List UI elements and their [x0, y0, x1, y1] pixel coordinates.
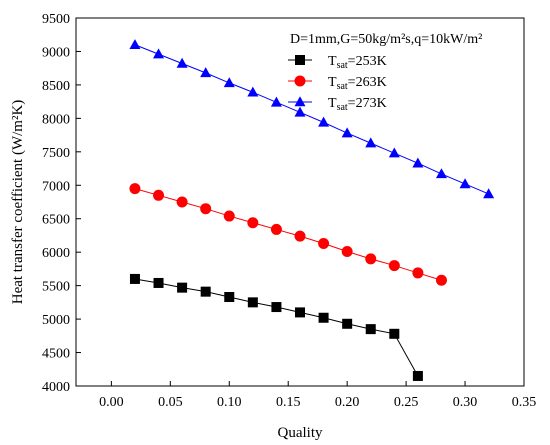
series-layer [129, 39, 495, 381]
legend-marker [294, 96, 306, 107]
data-point [153, 277, 164, 288]
data-point [412, 370, 423, 381]
data-point [223, 210, 235, 222]
x-tick-label: 0.25 [394, 395, 419, 410]
data-point [223, 77, 235, 88]
legend: Tsat=253K Tsat=263K Tsat=273K [288, 54, 387, 113]
y-tick-label: 9000 [42, 45, 70, 60]
data-point [388, 260, 400, 272]
data-point [318, 116, 330, 127]
data-point [200, 67, 212, 78]
data-point [294, 230, 306, 242]
series-line-3 [134, 44, 489, 195]
legend-label: Tsat=253K [328, 54, 387, 71]
y-tick-label: 9500 [42, 12, 70, 27]
data-point [412, 267, 424, 279]
y-tick-label: 7500 [42, 146, 70, 161]
data-point [129, 183, 141, 195]
data-point [342, 318, 353, 329]
data-point [247, 297, 258, 308]
data-point [459, 178, 471, 189]
x-tick-label: 0.00 [99, 395, 124, 410]
x-tick-label: 0.05 [158, 395, 183, 410]
data-point [388, 147, 400, 158]
legend-label: Tsat=273K [328, 96, 387, 113]
data-point [153, 189, 165, 201]
x-tick-label: 0.20 [335, 395, 360, 410]
x-axis: 0.00 0.05 0.10 0.15 0.20 0.25 0.30 0.35 [99, 381, 536, 410]
data-point [341, 246, 353, 258]
data-point [129, 273, 140, 284]
data-point [318, 237, 330, 249]
y-axis: 4000 4500 5000 5500 6000 6500 7000 7500 8000 8500… [42, 12, 81, 395]
data-point [365, 253, 377, 265]
data-point [412, 157, 424, 168]
data-point [176, 57, 188, 68]
x-tick-label: 0.10 [217, 395, 242, 410]
data-point [318, 312, 329, 323]
data-point [176, 196, 188, 208]
data-point [153, 48, 165, 59]
data-point [294, 106, 306, 117]
data-point [270, 223, 282, 235]
data-point [295, 307, 305, 318]
chart-annotation: D=1mm,G=50kg/m²s,q=10kW/m² [290, 32, 482, 47]
x-tick-label: 0.30 [453, 395, 478, 410]
data-point [435, 168, 447, 179]
data-point [483, 188, 495, 199]
data-point [177, 282, 188, 293]
x-axis-title: Quality [278, 425, 323, 441]
y-tick-label: 7000 [42, 179, 70, 194]
y-tick-label: 6000 [42, 246, 70, 261]
y-tick-label: 6500 [42, 213, 70, 228]
data-point [365, 324, 376, 335]
data-point [129, 39, 141, 50]
x-tick-label: 0.15 [276, 395, 301, 410]
data-point [224, 292, 235, 303]
data-point [341, 127, 353, 138]
data-point [271, 302, 282, 313]
y-tick-label: 5500 [42, 280, 70, 295]
y-tick-label: 8500 [42, 79, 70, 94]
y-tick-label: 8000 [42, 112, 70, 127]
y-tick-label: 4000 [42, 380, 70, 395]
data-point [200, 203, 212, 215]
data-point [435, 274, 447, 286]
data-point [200, 286, 211, 297]
y-tick-label: 5000 [42, 313, 70, 328]
data-point [247, 217, 259, 229]
y-axis-title: Heat transfer coefficient (W/m²K) [10, 100, 26, 305]
data-point [389, 328, 400, 339]
plot-frame [75, 17, 525, 387]
legend-label: Tsat=263K [328, 75, 387, 92]
data-point [247, 86, 259, 97]
data-point [365, 137, 377, 148]
data-point [270, 96, 282, 107]
legend-marker [295, 55, 305, 65]
legend-marker [294, 75, 306, 87]
x-tick-label: 0.35 [512, 395, 537, 410]
y-tick-label: 4500 [42, 347, 70, 362]
